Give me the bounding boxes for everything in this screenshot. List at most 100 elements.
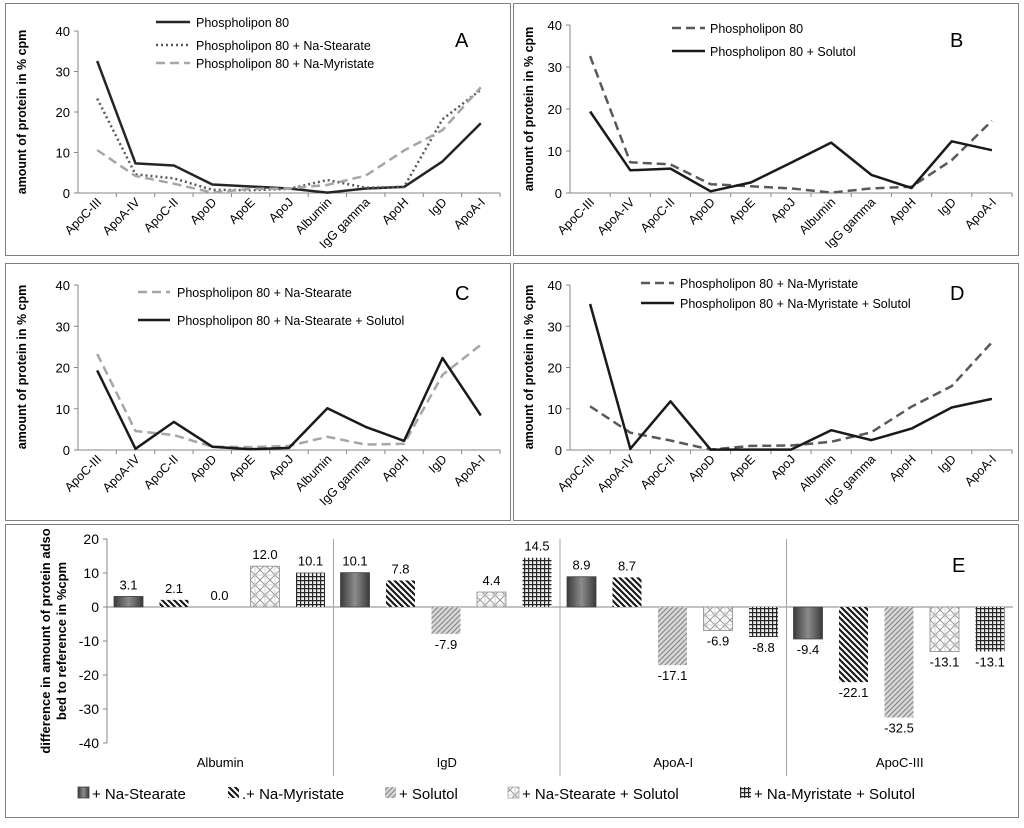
data-label: 3.1 — [119, 577, 137, 592]
legend-label-na-stearate-solutol: Phospholipon 80 + Na-Stearate + Solutol — [177, 314, 404, 328]
legend-label-na-myristate: .+ Na-Myristate — [242, 786, 344, 803]
data-label: -8.8 — [752, 640, 774, 655]
y-tick-label: 30 — [548, 60, 562, 75]
y-axis-title: amount of protein in % cpm — [15, 30, 29, 195]
y-tick-label: 20 — [56, 105, 70, 120]
category-label: Albumin — [197, 755, 244, 770]
y-tick-label: 10 — [56, 402, 70, 417]
data-label: -13.1 — [930, 655, 960, 670]
panel-letter: C — [455, 283, 469, 305]
data-label: 2.1 — [165, 581, 183, 596]
data-label: 10.1 — [298, 554, 323, 569]
legend-label-solutol: + Solutol — [399, 786, 458, 803]
category-label: ApoA-I — [653, 755, 693, 770]
data-label: -22.1 — [839, 685, 869, 700]
legend-label-phospholipon-80: Phospholipon 80 — [196, 16, 289, 30]
legend-swatch-na-myristate-solutol — [740, 787, 751, 798]
data-label: -32.5 — [884, 721, 914, 736]
panel-letter: B — [950, 30, 963, 52]
y-tick-label: 30 — [548, 319, 562, 334]
bar-igd-na-myristate — [386, 580, 415, 607]
bar-apoc-iii-na-myristate — [839, 607, 868, 682]
bar-apoc-iii-na-myristate-solutol — [976, 607, 1005, 652]
y-tick-label: 10 — [548, 402, 562, 417]
y-tick-label: 20 — [548, 102, 562, 117]
legend-label-na-stearate: Phospholipon 80 + Na-Stearate — [196, 39, 371, 53]
y-axis-title: difference in amount of protein adsobed … — [38, 528, 69, 753]
bar-albumin-na-stearate — [114, 596, 143, 607]
bar-apoa-i-na-myristate — [613, 577, 642, 607]
legend-swatch-na-stearate — [78, 787, 89, 798]
data-label: -13.1 — [975, 655, 1005, 670]
y-axis-title: amount of protein in % cpm — [522, 27, 536, 192]
y-tick-label: 20 — [56, 361, 70, 376]
bar-albumin-na-stearate-solutol — [251, 566, 280, 607]
data-label: -9.4 — [797, 642, 819, 657]
data-label: -17.1 — [658, 668, 688, 683]
y-tick-label: 40 — [56, 24, 70, 39]
bar-apoa-i-na-stearate — [567, 577, 596, 607]
category-label: ApoC-III — [876, 755, 924, 770]
y-tick-label: 20 — [548, 361, 562, 376]
y-tick-label: 10 — [56, 146, 70, 161]
panel-letter: A — [455, 30, 469, 52]
legend-label-na-myristate-solutol: Phospholipon 80 + Na-Myristate + Solutol — [680, 297, 911, 311]
bar-apoc-iii-na-stearate-solutol — [930, 607, 959, 652]
data-label: 4.4 — [482, 573, 500, 588]
legend-label-phospholipon-80: Phospholipon 80 — [710, 22, 803, 36]
y-tick-label: -40 — [79, 735, 99, 751]
panel-letter: E — [952, 555, 965, 577]
y-tick-label: -30 — [79, 701, 99, 717]
bar-igd-na-stearate — [341, 573, 370, 607]
bar-apoa-i-solutol — [658, 607, 687, 665]
bar-albumin-na-myristate — [160, 600, 189, 607]
category-label: IgD — [437, 755, 457, 770]
bar-igd-na-myristate-solutol — [523, 558, 552, 607]
y-tick-label: -20 — [79, 667, 99, 683]
bar-apoc-iii-solutol — [885, 607, 914, 718]
legend-label-na-stearate: + Na-Stearate — [92, 786, 186, 803]
data-label: 10.1 — [342, 554, 367, 569]
data-label: 8.9 — [572, 558, 590, 573]
y-tick-label: 10 — [83, 565, 99, 581]
bar-apoa-i-na-stearate-solutol — [704, 607, 733, 630]
legend-label-na-myristate: Phospholipon 80 + Na-Myristate — [680, 277, 858, 291]
data-label: -6.9 — [707, 633, 729, 648]
bar-apoa-i-na-myristate-solutol — [749, 607, 778, 637]
y-axis-title: amount of protein in % cpm — [15, 285, 29, 450]
legend-swatch-solutol — [385, 787, 396, 798]
data-label: -7.9 — [435, 637, 457, 652]
legend-label-na-stearate: Phospholipon 80 + Na-Stearate — [177, 286, 352, 300]
y-tick-label: 40 — [548, 278, 562, 293]
bar-igd-na-stearate-solutol — [477, 592, 506, 607]
y-tick-label: 0 — [63, 186, 70, 201]
y-tick-label: 0 — [555, 443, 562, 458]
legend-label-na-stearate-solutol: + Na-Stearate + Solutol — [522, 786, 679, 803]
y-tick-label: -10 — [79, 633, 99, 649]
y-axis-title: amount of protein in % cpm — [522, 285, 536, 450]
legend-label-na-myristate-solutol: + Na-Myristate + Solutol — [754, 786, 915, 803]
data-label: 7.8 — [391, 561, 409, 576]
legend-label-na-myristate: Phospholipon 80 + Na-Myristate — [196, 57, 374, 71]
y-tick-label: 20 — [83, 531, 99, 547]
panel-letter: D — [950, 283, 964, 305]
y-tick-label: 40 — [56, 278, 70, 293]
bar-apoc-iii-na-stearate — [794, 607, 823, 639]
data-label: 12.0 — [252, 547, 277, 562]
y-tick-label: 40 — [548, 18, 562, 33]
bar-albumin-na-myristate-solutol — [296, 573, 325, 607]
y-tick-label: 10 — [548, 144, 562, 159]
data-label: 8.7 — [618, 558, 636, 573]
y-tick-label: 0 — [63, 443, 70, 458]
y-tick-label: 0 — [555, 186, 562, 201]
data-label: 0.0 — [210, 588, 228, 603]
bar-igd-solutol — [432, 607, 461, 634]
legend-swatch-na-myristate — [228, 787, 239, 798]
y-tick-label: 30 — [56, 65, 70, 80]
legend-swatch-na-stearate-solutol — [508, 787, 519, 798]
y-tick-label: 0 — [91, 599, 99, 615]
legend-label-solutol: Phospholipon 80 + Solutol — [710, 45, 856, 59]
y-tick-label: 30 — [56, 319, 70, 334]
data-label: 14.5 — [524, 539, 549, 554]
